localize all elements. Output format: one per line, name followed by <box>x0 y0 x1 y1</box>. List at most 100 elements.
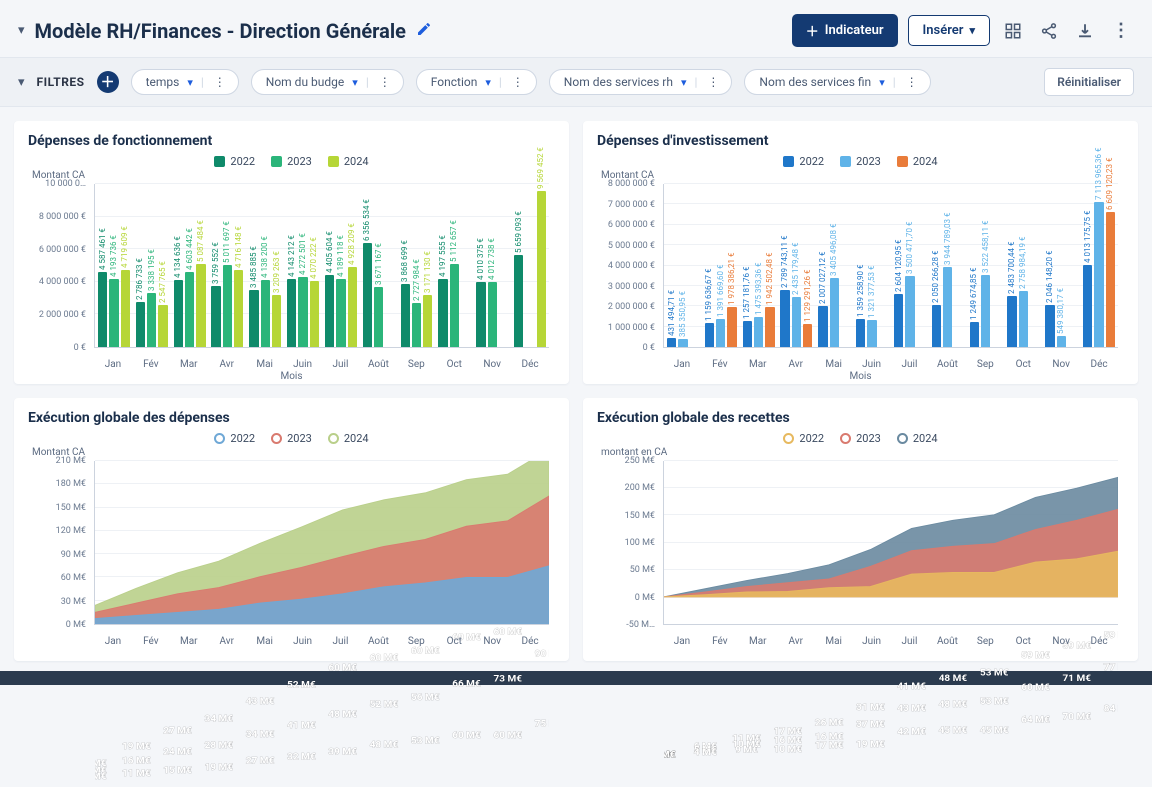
filter-pill-1[interactable]: Nom du budge▾|⋮ <box>251 69 404 95</box>
bar: 3 759 552 € <box>211 286 220 347</box>
bar: 2 050 266,28 € <box>932 305 941 347</box>
svg-text:53 M€: 53 M€ <box>980 697 1009 707</box>
svg-text:84 M€: 84 M€ <box>1104 704 1118 714</box>
svg-text:27 M€: 27 M€ <box>163 726 192 736</box>
legend-item: 2022 <box>214 155 255 168</box>
bar: 2 786 733 € <box>136 302 145 347</box>
legend-item: 2024 <box>328 432 369 445</box>
bar: 2 007 027,12 € <box>818 306 827 347</box>
svg-text:10 M€: 10 M€ <box>774 744 803 754</box>
svg-text:19 M€: 19 M€ <box>856 740 885 750</box>
legend-item: 2023 <box>271 155 312 168</box>
svg-text:31 M€: 31 M€ <box>856 703 885 713</box>
svg-text:48 M€: 48 M€ <box>370 740 399 750</box>
bar: 3 209 263 € <box>272 295 281 347</box>
reset-filters-button[interactable]: Réinitialiser <box>1044 68 1134 96</box>
bar: 4 405 604 € <box>325 275 334 347</box>
filter-pill-label: Fonction <box>431 75 478 89</box>
svg-text:26 M€: 26 M€ <box>815 718 844 728</box>
svg-text:66 M€: 66 M€ <box>452 679 481 689</box>
more-vert-icon[interactable]: ⋮ <box>377 75 393 89</box>
svg-text:77 M€: 77 M€ <box>1104 662 1118 672</box>
edit-icon[interactable] <box>416 21 432 41</box>
svg-text:56 M€: 56 M€ <box>411 692 440 702</box>
bar: 2 483 700,44 € <box>1007 296 1016 347</box>
svg-text:15 M€: 15 M€ <box>163 765 192 775</box>
legend-item: 2022 <box>783 432 824 445</box>
filter-pill-3[interactable]: Nom des services rh▾|⋮ <box>549 69 733 95</box>
bar: 4 134 636 € <box>174 280 183 347</box>
svg-text:52 M€: 52 M€ <box>370 699 399 709</box>
insert-button[interactable]: Insérer ▾ <box>908 15 990 46</box>
bar: 4 928 209 € <box>348 267 357 347</box>
bar: 2 727 984 € <box>412 303 421 347</box>
svg-text:4 M€: 4 M€ <box>694 748 717 758</box>
add-indicator-button[interactable]: ＋ Indicateur <box>792 14 898 47</box>
bar: 5 112 657 € <box>450 264 459 347</box>
filter-pill-label: Nom des services fin <box>759 75 871 89</box>
bar: 7 113 965,36 € <box>1094 202 1103 347</box>
chart-title: Dépenses d'investissement <box>597 133 1124 149</box>
bar: 2 758 984,19 € <box>1019 291 1028 347</box>
svg-text:60 M€: 60 M€ <box>370 653 399 663</box>
collapse-icon[interactable]: ▾ <box>18 75 25 90</box>
svg-text:90 M€: 90 M€ <box>535 649 549 659</box>
filter-pill-2[interactable]: Fonction▾|⋮ <box>416 69 537 95</box>
bar: 3 405 496,08 € <box>830 278 839 347</box>
bar: 4 193 736 € <box>109 279 118 347</box>
bar: 6 356 534 € <box>363 243 372 347</box>
bar: 3 500 471,70 € <box>905 276 914 347</box>
bar: 3 485 885 € <box>249 290 258 347</box>
download-icon[interactable] <box>1072 18 1098 44</box>
chevron-down-icon[interactable]: ▾ <box>18 23 25 38</box>
bar: 4 189 118 € <box>336 279 345 347</box>
chevron-down-icon: ▾ <box>352 76 358 89</box>
svg-text:48 M€: 48 M€ <box>939 673 968 683</box>
bar: 1 942 502,48 € <box>765 307 774 347</box>
bar: 1 978 386,21 € <box>727 307 736 347</box>
svg-text:24 M€: 24 M€ <box>163 747 192 757</box>
chevron-down-icon: ▾ <box>969 24 975 37</box>
card-exec-recettes: Exécution globale des recettes 202220232… <box>583 398 1138 661</box>
legend-item: 2022 <box>214 432 255 445</box>
bar: 1 159 636,67 € <box>705 323 714 347</box>
svg-text:70 M€: 70 M€ <box>1063 712 1092 722</box>
legend-item: 2024 <box>897 432 938 445</box>
apps-grid-icon[interactable] <box>1000 18 1026 44</box>
card-depenses-fonctionnement: Dépenses de fonctionnement 202220232024 … <box>14 121 569 384</box>
bar: 3 671 167 € <box>374 287 383 347</box>
bar: 1 391 669,60 € <box>716 319 725 347</box>
bar: 4 012 738 € <box>488 282 497 347</box>
filter-pill-4[interactable]: Nom des services fin▾|⋮ <box>744 69 930 95</box>
svg-text:27 M€: 27 M€ <box>246 756 275 766</box>
plus-icon: ＋ <box>806 21 819 40</box>
more-vert-icon[interactable]: ⋮ <box>510 75 526 89</box>
svg-text:71 M€: 71 M€ <box>1063 673 1092 683</box>
more-vert-icon[interactable]: ⋮ <box>1108 18 1134 44</box>
svg-text:16 M€: 16 M€ <box>122 756 151 766</box>
svg-text:9 M€: 9 M€ <box>735 745 758 755</box>
more-vert-icon[interactable]: ⋮ <box>705 75 721 89</box>
bar: 431 494,71 € <box>667 338 676 347</box>
svg-text:0 M€: 0 M€ <box>664 750 676 760</box>
bar: 2 604 120,95 € <box>894 294 903 347</box>
svg-text:11 M€: 11 M€ <box>122 768 151 778</box>
add-filter-button[interactable]: ＋ <box>97 71 119 93</box>
bar: 1 321 377,53 € <box>867 320 876 347</box>
legend-item: 2023 <box>840 155 881 168</box>
bar: 385 350,95 € <box>678 339 687 347</box>
bar: 4 716 148 € <box>234 270 243 347</box>
more-vert-icon[interactable]: ⋮ <box>212 75 228 89</box>
chevron-down-icon: ▾ <box>879 76 885 89</box>
bar: 1 249 674,85 € <box>970 322 979 347</box>
svg-text:19 M€: 19 M€ <box>122 741 151 751</box>
share-icon[interactable] <box>1036 18 1062 44</box>
bar: 1 475 393,36 € <box>754 317 763 347</box>
svg-text:43 M€: 43 M€ <box>897 704 926 714</box>
bar: 4 013 175,75 € <box>1083 265 1092 347</box>
more-vert-icon[interactable]: ⋮ <box>904 75 920 89</box>
svg-text:60 M€: 60 M€ <box>452 730 481 740</box>
svg-text:32 M€: 32 M€ <box>287 752 316 762</box>
svg-text:19 M€: 19 M€ <box>205 762 234 772</box>
filter-pill-0[interactable]: temps▾|⋮ <box>131 69 239 95</box>
